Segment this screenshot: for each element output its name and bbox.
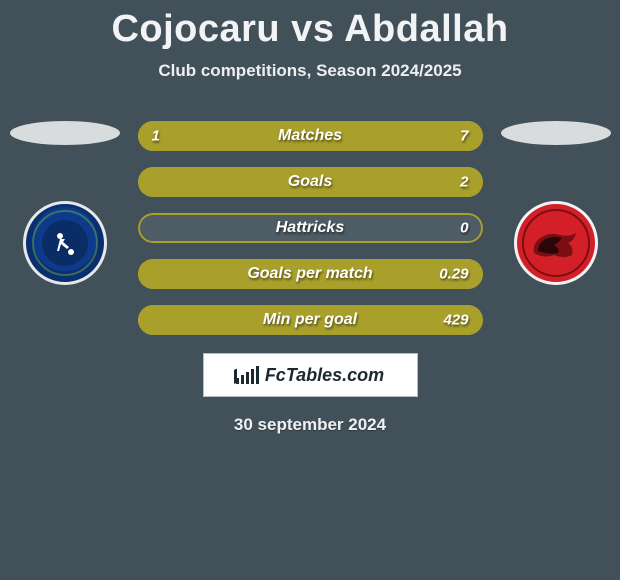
brand-box: FcTables.com xyxy=(203,353,418,397)
stat-label: Matches xyxy=(278,127,342,145)
right-player-col xyxy=(501,121,611,285)
stat-bar-gpm: 0.29 Goals per match xyxy=(138,259,483,289)
right-club-badge xyxy=(514,201,598,285)
page-subtitle: Club competitions, Season 2024/2025 xyxy=(0,61,620,81)
left-club-badge-inner xyxy=(42,220,88,266)
right-player-avatar xyxy=(501,121,611,145)
comparison-row: 1 7 Matches 2 Goals 0 Hattricks 0.29 Goals per m… xyxy=(0,121,620,335)
stat-label: Goals xyxy=(288,173,332,191)
stat-label: Hattricks xyxy=(276,219,344,237)
stat-value-right: 2 xyxy=(460,174,468,191)
stat-bar-matches: 1 7 Matches xyxy=(138,121,483,151)
footer-date: 30 september 2024 xyxy=(0,415,620,435)
dog-emblem-icon xyxy=(528,223,584,263)
left-player-col xyxy=(10,121,120,285)
stat-label: Goals per match xyxy=(247,265,372,283)
stat-label: Min per goal xyxy=(263,311,357,329)
left-player-avatar xyxy=(10,121,120,145)
stat-bar-goals: 2 Goals xyxy=(138,167,483,197)
stat-value-right: 0.29 xyxy=(439,266,468,283)
soccer-player-icon xyxy=(51,229,79,257)
stat-value-right: 429 xyxy=(443,312,468,329)
stat-value-left: 1 xyxy=(152,128,160,145)
stat-value-right: 0 xyxy=(460,220,468,237)
stats-column: 1 7 Matches 2 Goals 0 Hattricks 0.29 Goals per m… xyxy=(138,121,483,335)
brand-text: FcTables.com xyxy=(265,365,384,386)
bar-chart-icon xyxy=(236,366,259,384)
stat-bar-hattricks: 0 Hattricks xyxy=(138,213,483,243)
stat-bar-mpg: 429 Min per goal xyxy=(138,305,483,335)
left-club-badge xyxy=(23,201,107,285)
page-title: Cojocaru vs Abdallah xyxy=(0,0,620,51)
stat-value-right: 7 xyxy=(460,128,468,145)
